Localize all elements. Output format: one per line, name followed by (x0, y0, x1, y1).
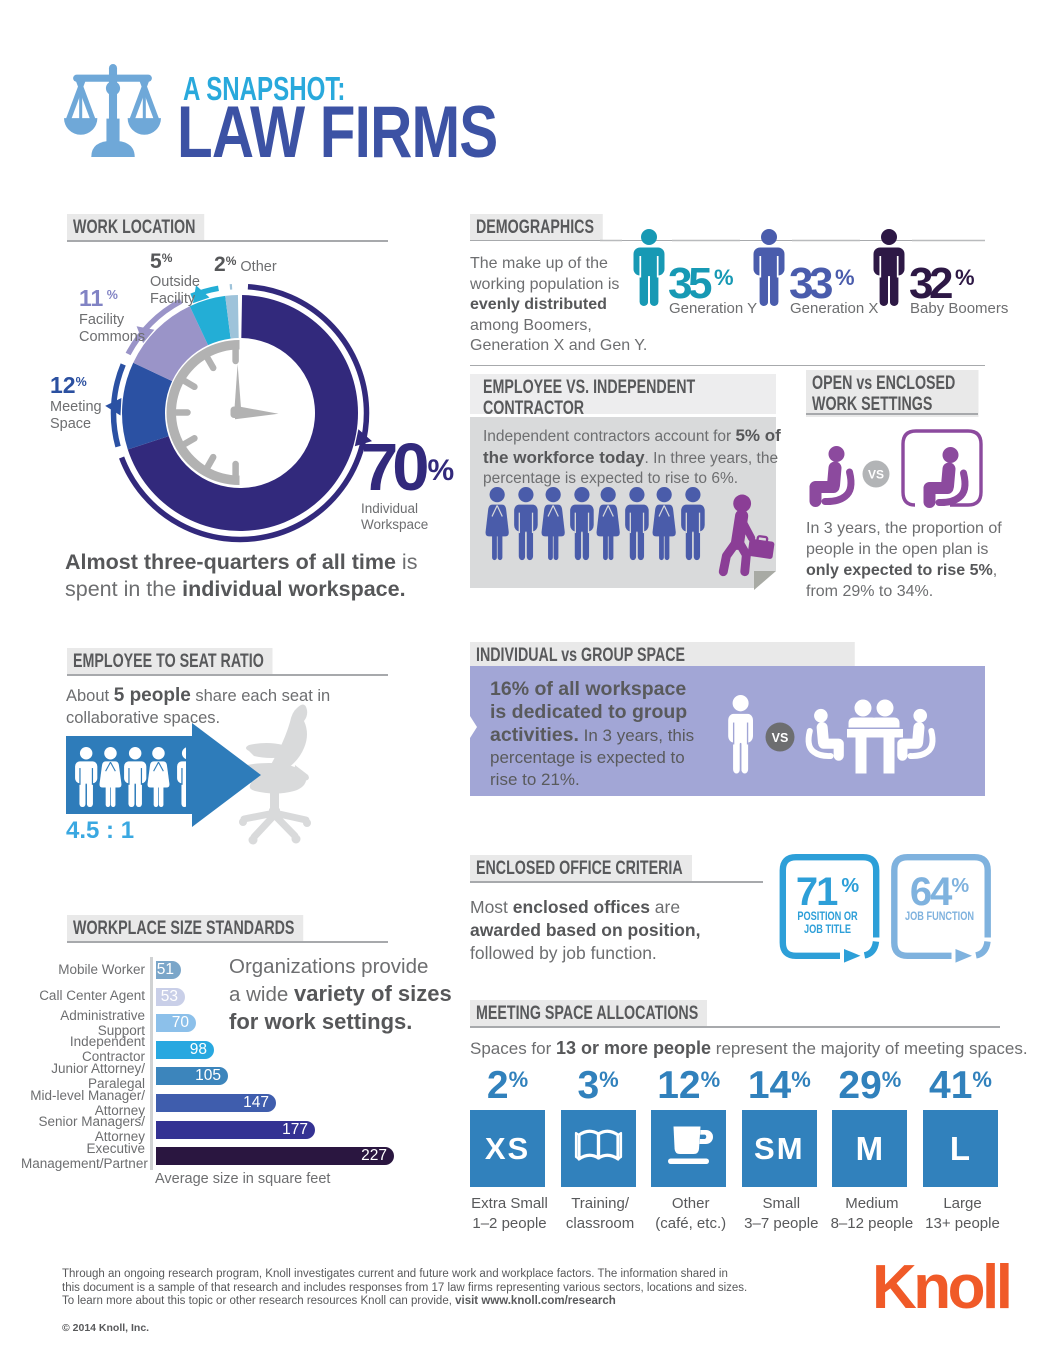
svg-text:VS: VS (868, 468, 884, 482)
svg-text:VS: VS (772, 731, 789, 745)
